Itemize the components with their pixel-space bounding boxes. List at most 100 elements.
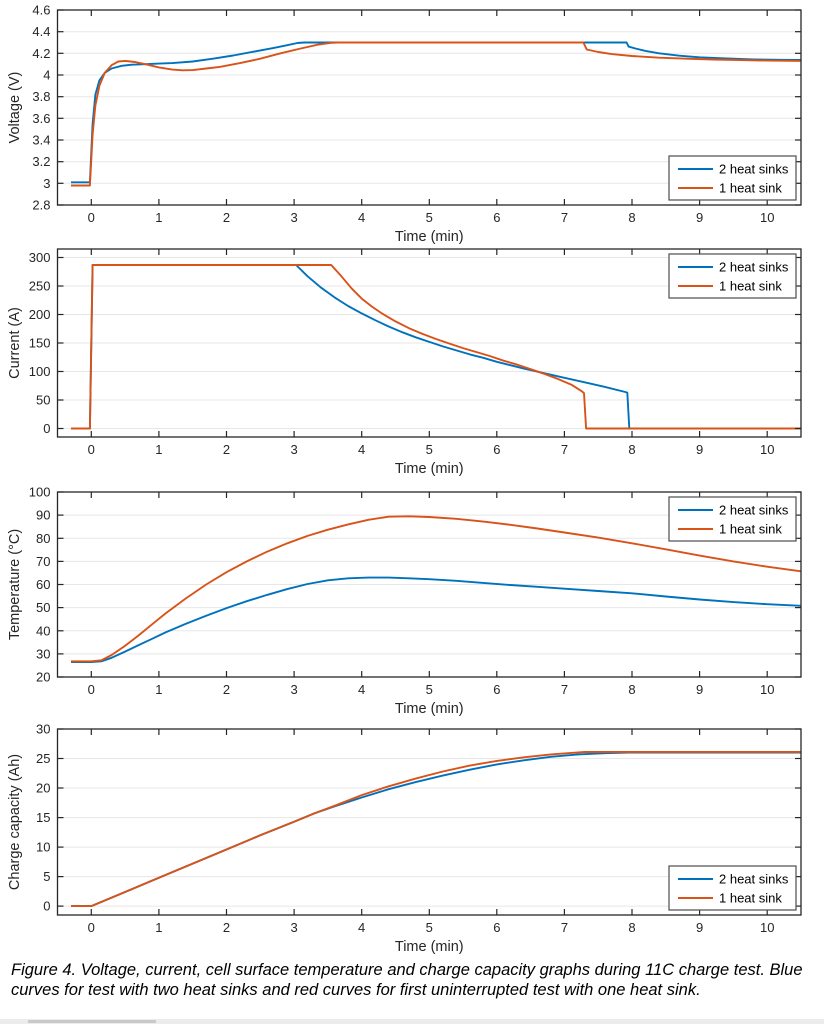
svg-text:150: 150 (29, 336, 51, 351)
series-lines (71, 264, 801, 430)
page-bottom-strip (0, 1019, 824, 1024)
legend-entry-label: 1 heat sink (719, 522, 782, 537)
svg-text:3: 3 (43, 176, 50, 191)
legend: 2 heat sinks 1 heat sink (668, 865, 797, 911)
charge-capacity-chart: 0 1 2 3 4 5 6 7 8 9 10 0 5 10 15 20 25 30 Time (min) Charge… (7, 722, 802, 955)
svg-text:0: 0 (88, 442, 95, 457)
svg-text:2.8: 2.8 (32, 198, 50, 213)
cropped-next-element (28, 1020, 156, 1023)
svg-text:2: 2 (223, 442, 230, 457)
legend-box (668, 496, 797, 542)
svg-text:200: 200 (29, 307, 51, 322)
y-axis-label: Charge capacity (Ah) (7, 754, 23, 890)
svg-text:8: 8 (628, 682, 635, 697)
svg-text:7: 7 (561, 920, 568, 935)
series-lines (71, 41, 801, 187)
svg-text:4: 4 (358, 210, 365, 225)
svg-text:4: 4 (358, 442, 365, 457)
svg-text:5: 5 (426, 210, 433, 225)
svg-text:8: 8 (628, 920, 635, 935)
svg-text:6: 6 (493, 682, 500, 697)
svg-text:0: 0 (88, 682, 95, 697)
svg-text:60: 60 (36, 577, 50, 592)
x-axis-label: Time (min) (395, 229, 464, 245)
svg-text:10: 10 (36, 840, 50, 855)
svg-text:4.4: 4.4 (32, 24, 50, 39)
svg-text:50: 50 (36, 392, 50, 407)
y-tick-labels: 20 30 40 50 60 70 80 90 100 (29, 485, 51, 685)
axis-ticks (57, 491, 801, 678)
legend-box (668, 155, 797, 201)
svg-text:3.6: 3.6 (32, 111, 50, 126)
svg-text:40: 40 (36, 623, 50, 638)
svg-text:5: 5 (43, 869, 50, 884)
line-1-heat-sink (71, 41, 801, 187)
svg-text:6: 6 (493, 920, 500, 935)
svg-text:3: 3 (290, 442, 297, 457)
svg-text:10: 10 (760, 210, 774, 225)
svg-text:3: 3 (290, 682, 297, 697)
svg-text:9: 9 (696, 210, 703, 225)
x-axis-label: Time (min) (395, 701, 464, 717)
svg-text:300: 300 (29, 250, 51, 265)
svg-text:3: 3 (290, 210, 297, 225)
svg-text:0: 0 (43, 899, 50, 914)
line-1-heat-sink (71, 751, 801, 908)
svg-text:7: 7 (561, 442, 568, 457)
legend-entry-label: 2 heat sinks (719, 162, 789, 177)
y-gridlines (57, 31, 801, 184)
svg-text:10: 10 (760, 442, 774, 457)
svg-text:8: 8 (628, 442, 635, 457)
svg-text:2: 2 (223, 210, 230, 225)
svg-text:9: 9 (696, 442, 703, 457)
svg-text:1: 1 (155, 210, 162, 225)
x-tick-labels: 0 1 2 3 4 5 6 7 8 9 10 (88, 442, 775, 457)
figure-caption: Figure 4. Voltage, current, cell surface… (11, 961, 803, 1000)
svg-text:50: 50 (36, 600, 50, 615)
svg-text:10: 10 (760, 682, 774, 697)
line-1-heat-sink (71, 515, 801, 663)
svg-text:4: 4 (358, 682, 365, 697)
svg-text:4: 4 (43, 68, 50, 83)
y-axis-label: Current (A) (7, 307, 23, 379)
svg-text:2: 2 (223, 682, 230, 697)
legend-entry-label: 1 heat sink (719, 279, 782, 294)
svg-text:6: 6 (493, 210, 500, 225)
svg-text:8: 8 (628, 210, 635, 225)
y-tick-labels: 2.8 3 3.2 3.4 3.6 3.8 4 4.2 4.4 4.6 (32, 3, 50, 213)
x-tick-labels: 0 1 2 3 4 5 6 7 8 9 10 (88, 210, 775, 225)
y-tick-labels: 0 50 100 150 200 250 300 (29, 250, 51, 436)
legend-box (668, 865, 797, 911)
temperature-chart: 0 1 2 3 4 5 6 7 8 9 10 20 30 40 50 60 70 80 90 100 Time (min… (7, 485, 802, 717)
axis-ticks (57, 728, 801, 915)
series-lines (71, 515, 801, 663)
svg-text:10: 10 (760, 920, 774, 935)
svg-text:15: 15 (36, 810, 50, 825)
svg-text:20: 20 (36, 781, 50, 796)
svg-text:0: 0 (88, 920, 95, 935)
legend-entry-label: 2 heat sinks (719, 872, 789, 887)
svg-text:30: 30 (36, 722, 50, 737)
x-axis-label: Time (min) (395, 939, 464, 955)
axis-ticks (57, 9, 801, 206)
svg-text:3.4: 3.4 (32, 133, 50, 148)
svg-text:7: 7 (561, 210, 568, 225)
svg-text:9: 9 (696, 682, 703, 697)
svg-text:80: 80 (36, 531, 50, 546)
svg-text:250: 250 (29, 279, 51, 294)
svg-text:4.2: 4.2 (32, 46, 50, 61)
svg-text:5: 5 (426, 920, 433, 935)
svg-text:3: 3 (290, 920, 297, 935)
svg-text:30: 30 (36, 646, 50, 661)
legend-entry-label: 1 heat sink (719, 181, 782, 196)
svg-text:100: 100 (29, 364, 51, 379)
legend-box (668, 253, 797, 299)
svg-text:6: 6 (493, 442, 500, 457)
charts-stack: 0 1 2 3 4 5 6 7 8 9 10 2.8 3 3.2 3.4 3.6 3.8 4 4.2 4.4 4.6 Ti… (7, 3, 802, 955)
legend-entry-label: 2 heat sinks (719, 503, 789, 518)
svg-text:4: 4 (358, 920, 365, 935)
svg-text:7: 7 (561, 682, 568, 697)
y-tick-labels: 0 5 10 15 20 25 30 (36, 722, 50, 914)
svg-text:20: 20 (36, 670, 50, 685)
